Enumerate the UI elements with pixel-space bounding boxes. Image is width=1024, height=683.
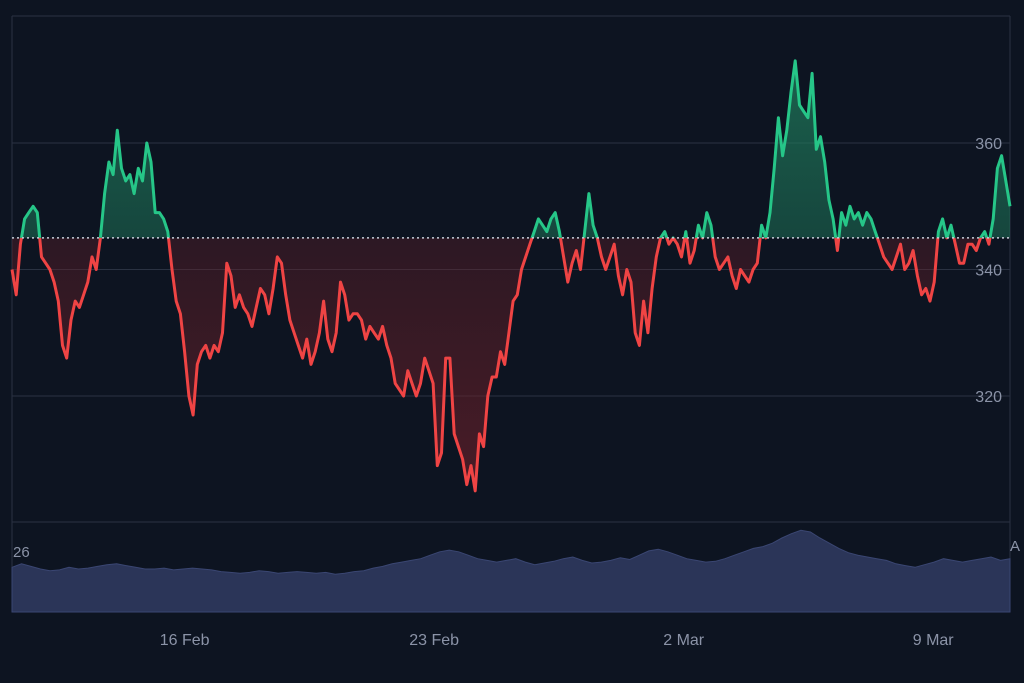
area-fill [12,60,1010,491]
x-tick-label-23-feb: 23 Feb [409,632,459,649]
line-below-baseline [10,237,992,493]
x-tick-label-2-mar: 2 Mar [663,632,705,649]
price-line [10,59,1012,493]
x-axis: 16 Feb 23 Feb 2 Mar 9 Mar [160,632,955,649]
area-below-baseline [12,237,1010,491]
y-tick-label-320: 320 [975,389,1002,406]
line-above-baseline [19,59,1012,238]
area-above-baseline [12,60,1010,238]
volume-area [11,529,1011,613]
volume-pane: 26 A [11,529,1020,613]
volume-label-left: 26 [13,544,30,561]
y-axis: 320 340 360 [975,136,1002,406]
y-tick-label-340: 340 [975,263,1002,280]
volume-label-right: A [1010,538,1020,555]
x-tick-label-16-feb: 16 Feb [160,632,210,649]
x-tick-label-9-mar: 9 Mar [913,632,955,649]
y-tick-label-360: 360 [975,136,1002,153]
